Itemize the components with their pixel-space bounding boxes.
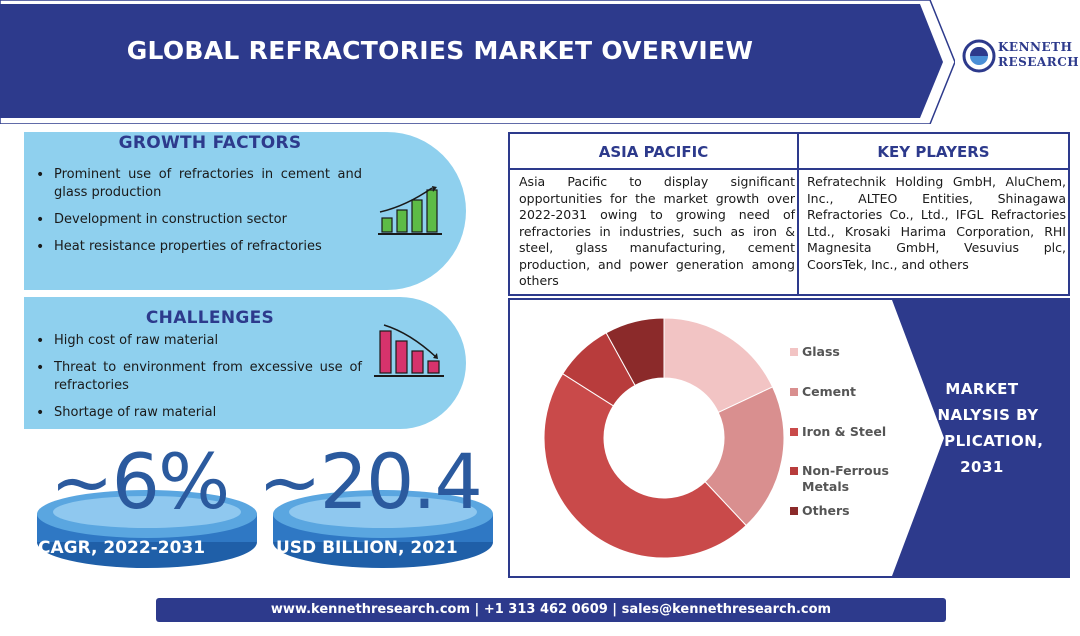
legend-label: Iron & Steel [802,424,887,439]
key-players-header: KEY PLAYERS [797,132,1070,170]
list-item: Shortage of raw material [36,404,362,422]
donut-slice-others [605,317,665,387]
legend-label: Others [802,503,850,518]
growth-factors-panel: GROWTH FACTORS Prominent use of refracto… [24,132,466,290]
legend-swatch [790,507,798,515]
challenges-list: High cost of raw material Threat to envi… [36,332,362,431]
key-players-text: Refratechnik Holding GmbH, AluChem, Inc.… [807,174,1066,272]
footer-contact: www.kennethresearch.com | +1 313 462 060… [156,598,946,622]
asia-pacific-body: Asia Pacific to display significant oppo… [508,170,799,296]
logo-line2: RESEARCH [998,55,1080,69]
market-value-label: USD BILLION, 2021 [276,538,458,558]
page-title: GLOBAL REFRACTORIES MARKET OVERVIEW [126,36,754,65]
list-item: Development in construction sector [36,211,362,229]
list-item: Heat resistance properties of refractori… [36,238,362,256]
header-banner [0,0,955,124]
cagr-pedestal [37,490,257,568]
challenges-panel: CHALLENGES High cost of raw material Thr… [24,297,466,429]
legend-label: Non-Ferrous Metals [802,463,889,494]
growth-factors-title: GROWTH FACTORS [118,133,302,153]
legend-label: Glass [802,344,840,359]
market-analysis-line4: 2031 [960,458,1004,476]
kenneth-research-logo-icon [962,39,996,73]
donut-slice-cement [704,386,785,527]
legend-label: Cement [802,384,857,399]
logo-text: KENNETH RESEARCH [998,40,1079,70]
donut-chart [543,317,785,559]
market-analysis-title: MARKET ANALYSIS BY APPLICATION, 2031 [920,376,1044,480]
key-players-title: KEY PLAYERS [877,143,990,161]
market-analysis-banner [892,300,1068,576]
list-item: Threat to environment from excessive use… [36,359,362,395]
market-analysis-line1: MARKET [945,380,1019,398]
market-value-pedestal [273,490,493,568]
legend-swatch [790,467,798,475]
market-analysis-line3: APPLICATION, [920,432,1044,450]
donut-slice-iron-steel [543,373,747,559]
bar-chart-down-icon [374,324,444,377]
list-item: Prominent use of refractories in cement … [36,166,362,202]
market-analysis-line2: ANALYSIS BY [925,406,1039,424]
asia-pacific-header: ASIA PACIFIC [508,132,799,170]
bar-chart-up-icon [378,186,442,235]
logo-line1: KENNETH [998,40,1073,54]
challenges-title: CHALLENGES [145,308,275,328]
cagr-value: ~6% [50,437,230,526]
growth-factors-list: Prominent use of refractories in cement … [36,166,362,265]
legend-swatch [790,348,798,356]
legend-swatch [790,388,798,396]
asia-pacific-text: Asia Pacific to display significant oppo… [519,174,795,288]
market-value: ~20.4 [258,437,483,526]
asia-pacific-title: ASIA PACIFIC [598,143,709,161]
list-item: High cost of raw material [36,332,362,350]
cagr-label: CAGR, 2022-2031 [38,538,206,558]
legend-swatch [790,428,798,436]
key-players-body: Refratechnik Holding GmbH, AluChem, Inc.… [797,170,1070,296]
